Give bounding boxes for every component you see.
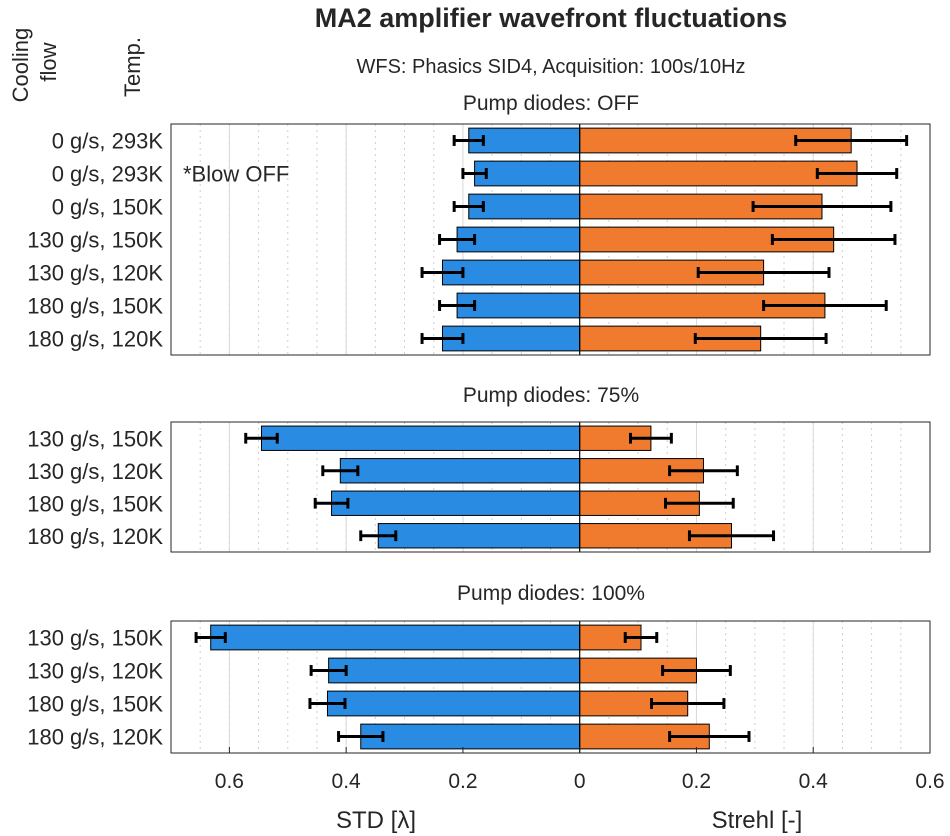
std-error-bar [308,698,347,709]
x-tick-label: 0.2 [682,770,711,793]
category-label: 0 g/s, 150K [52,195,164,220]
category-label: 0 g/s, 293K [52,129,164,154]
panels-group: Pump diodes: OFF 0 g/s, 293K 0 g/s, 293K 0 … [27,92,931,754]
strehl-error-bar [762,300,888,311]
std-bar [339,458,581,484]
panel-2: Pump diodes: 75% 130 g/s, 150K 130 g/s, 12… [27,384,931,553]
strehl-error-bar [664,497,735,509]
header-temp: Temp. [120,37,145,97]
x-tick-label: 0.4 [332,770,362,793]
std-bar [456,292,581,319]
xlabel-strehl: Strehl [-] [712,807,803,834]
strehl-error-bar [751,201,893,212]
std-error-bar [420,267,465,278]
strehl-error-bar [693,333,828,344]
strehl-error-bar [650,698,726,709]
strehl-error-bar [623,632,659,643]
category-label: 180 g/s, 150K [27,692,163,717]
panel-3: Pump diodes: 100% 130 g/s, 150K 130 g/s, 1… [27,582,931,754]
chart-subtitle: WFS: Phasics SID4, Acquisition: 100s/10H… [356,56,745,78]
header-cooling-flow: Cooling flow [8,22,61,103]
panel-title: Pump diodes: OFF [463,92,639,115]
strehl-error-bar [794,135,909,146]
category-label: 130 g/s, 150K [27,228,163,253]
x-tick-label: 0 [574,770,586,793]
std-bar [360,723,581,750]
std-error-bar [452,201,485,212]
std-error-bar [337,731,385,742]
category-label: 130 g/s, 120K [27,659,163,684]
std-error-bar [244,432,279,444]
panel-title: Pump diodes: 100% [457,582,645,605]
panel-1: Pump diodes: OFF 0 g/s, 293K 0 g/s, 293K 0 … [27,92,931,356]
panel-title: Pump diodes: 75% [463,384,639,407]
xlabel-std: STD [λ] [336,807,416,834]
std-bar [331,490,581,516]
category-label: 130 g/s, 150K [27,426,163,451]
strehl-error-bar [668,465,739,477]
std-error-bar [194,632,227,643]
std-bar [210,624,581,651]
std-bar [468,127,581,154]
std-bar [328,657,581,684]
std-bar [468,193,581,220]
std-error-bar [420,333,465,344]
strehl-error-bar [661,665,732,676]
strehl-error-bar [668,731,751,742]
strehl-bar [579,160,858,187]
strehl-error-bar [687,530,776,542]
category-label: 0 g/s, 293K [52,162,164,187]
std-error-bar [438,234,477,245]
x-axis: 0.6 0.4 0.2 0 0.2 0.4 0.6 [215,747,945,793]
std-error-bar [461,168,488,179]
category-label: 180 g/s, 120K [27,524,163,549]
category-label: 180 g/s, 120K [27,327,163,352]
std-error-bar [452,135,485,146]
std-bar [474,160,581,187]
std-bar [377,523,581,549]
category-label: 130 g/s, 150K [27,626,163,651]
strehl-error-bar [815,168,899,179]
strehl-error-bar [628,432,673,444]
strehl-error-bar [696,267,831,278]
category-label: 180 g/s, 150K [27,294,163,319]
x-tick-label: 0.6 [915,770,944,793]
category-label: 130 g/s, 120K [27,261,163,286]
strehl-error-bar [770,234,897,245]
category-label: 180 g/s, 120K [27,725,163,750]
std-bar [326,690,581,717]
panel-frame [170,620,931,754]
std-error-bar [309,665,348,676]
annotation-blow-off: *Blow OFF [183,162,289,187]
panel-frame [170,421,931,553]
panel-frame [170,123,931,356]
x-tick-label: 0.2 [448,770,477,793]
std-error-bar [438,300,477,311]
std-error-bar [321,465,360,477]
std-bar [441,325,581,352]
std-error-bar [359,530,398,542]
category-label: 130 g/s, 120K [27,459,163,484]
x-tick-label: 0.6 [215,770,244,793]
std-error-bar [313,497,350,509]
std-bar [456,226,581,253]
x-tick-label: 0.4 [799,770,829,793]
category-label: 180 g/s, 150K [27,491,163,516]
chart-title: MA2 amplifier wavefront fluctuations [315,3,788,33]
std-bar [260,425,581,451]
